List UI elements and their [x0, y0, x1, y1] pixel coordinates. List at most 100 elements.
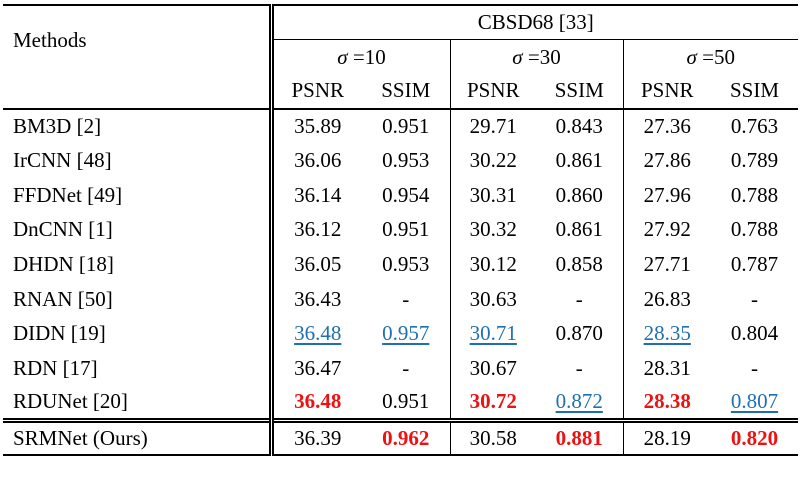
value-cell: 27.36 [623, 109, 711, 144]
metric-value: 0.962 [382, 425, 430, 450]
metric-value: - [402, 286, 410, 311]
value-cell: 0.789 [711, 143, 798, 178]
ours-row: SRMNet (Ours) 36.39 0.962 30.58 0.881 28.19 0.… [3, 417, 799, 456]
value-cell: 27.86 [623, 143, 711, 178]
results-table: Methods CBSD68 [33] σ =10 σ =30 σ =50 PS… [3, 3, 799, 456]
value-cell: 36.48 [271, 386, 362, 421]
value-cell: 35.89 [271, 109, 362, 144]
metric-value: 30.72 [469, 389, 517, 414]
metric-value: 0.861 [555, 217, 603, 242]
methods-header-spacer [3, 74, 274, 110]
table-row: RDN [17] 36.47 - 30.67 - 28.31 - [3, 350, 798, 386]
sigma-header-50: σ =50 [623, 40, 798, 75]
value-cell: - [362, 350, 451, 386]
metric-value: 36.43 [294, 286, 342, 311]
table-row: DIDN [19] 36.48 0.957 30.71 0.870 28.35 0.804 [3, 316, 798, 351]
metric-value: 0.951 [382, 217, 430, 242]
value-cell: 0.787 [711, 247, 798, 282]
value-cell: 28.19 [623, 417, 711, 456]
value-cell: 0.858 [536, 247, 624, 282]
metric-value: 27.92 [643, 217, 691, 242]
metric-value: 36.48 [294, 389, 342, 414]
method-name: IrCNN [48] [3, 143, 274, 178]
value-cell: 36.05 [271, 247, 362, 282]
header-row-sigma: σ =10 σ =30 σ =50 [3, 39, 798, 75]
metric-value: 0.953 [382, 148, 430, 173]
value-cell: 0.870 [536, 316, 624, 351]
method-name: FFDNet [49] [3, 177, 274, 213]
value-cell: 0.962 [362, 417, 451, 456]
metric-value: 0.951 [382, 389, 430, 414]
value-cell: - [536, 281, 624, 317]
metric-value: 28.19 [643, 425, 691, 450]
metric-value: 0.860 [555, 182, 603, 207]
method-name: DnCNN [1] [3, 212, 274, 248]
metric-value: 0.872 [555, 389, 603, 414]
value-cell: 30.72 [450, 386, 536, 421]
metric-value: - [575, 286, 583, 311]
value-cell: 0.881 [536, 417, 624, 456]
value-cell: 0.953 [362, 247, 451, 282]
metric-value: 35.89 [294, 114, 342, 139]
metric-value: 30.22 [469, 148, 517, 173]
value-cell: 0.861 [536, 143, 624, 178]
sigma-header-10: σ =10 [271, 39, 451, 75]
value-cell: 0.872 [536, 385, 624, 421]
metric-value: 36.05 [294, 251, 342, 276]
sigma-symbol: σ [686, 44, 697, 69]
metric-value: 28.38 [643, 389, 691, 414]
value-cell: 29.71 [450, 109, 536, 144]
metric-value: 36.06 [294, 148, 342, 173]
dataset-header: CBSD68 [33] [271, 4, 799, 41]
value-cell: 27.96 [623, 178, 711, 213]
sigma-symbol: σ [512, 44, 523, 69]
value-cell: 30.12 [450, 247, 536, 282]
header-row-metrics: PSNR SSIM PSNR SSIM PSNR SSIM [3, 74, 799, 110]
metric-header: SSIM [362, 74, 451, 110]
table-row: DnCNN [1] 36.12 0.951 30.32 0.861 27.92 0.788 [3, 212, 798, 248]
metric-value: - [402, 355, 410, 380]
sigma-header-30: σ =30 [450, 39, 624, 75]
value-cell: 0.807 [711, 386, 798, 421]
value-cell: 0.957 [362, 316, 451, 351]
metric-value: 0.881 [555, 425, 603, 450]
metric-value: 0.870 [555, 321, 603, 346]
method-name: RDUNet [20] [3, 385, 274, 421]
table-row: FFDNet [49] 36.14 0.954 30.31 0.860 27.96 0.78… [3, 177, 798, 213]
sigma-value: =10 [352, 44, 386, 69]
value-cell: 27.92 [623, 213, 711, 248]
metric-value: 36.14 [294, 182, 342, 207]
metric-value: 0.951 [382, 114, 430, 139]
metric-value: 0.858 [555, 251, 603, 276]
value-cell: 0.820 [711, 417, 799, 456]
metric-value: - [575, 355, 583, 380]
sigma-value: =50 [702, 44, 735, 69]
value-cell: 28.31 [623, 351, 711, 386]
metric-value: 0.861 [555, 148, 603, 173]
table-row: IrCNN [48] 36.06 0.953 30.22 0.861 27.86 0.789 [3, 143, 798, 178]
value-cell: - [711, 351, 798, 386]
value-cell: 28.35 [623, 316, 711, 351]
metric-value: 36.12 [294, 217, 342, 242]
metric-value: 0.804 [730, 321, 779, 346]
method-name: DHDN [18] [3, 247, 274, 282]
metric-value: 0.843 [555, 114, 603, 139]
metric-value: 30.63 [469, 286, 517, 311]
value-cell: 0.843 [536, 108, 624, 144]
metric-value: 27.86 [643, 148, 691, 173]
value-cell: - [711, 282, 798, 317]
value-cell: 30.31 [450, 178, 536, 213]
metric-value: 0.787 [730, 251, 779, 276]
metric-value: 27.96 [643, 182, 691, 207]
value-cell: 0.861 [536, 212, 624, 248]
metric-header: SSIM [536, 74, 624, 110]
value-cell: 30.71 [450, 316, 536, 351]
value-cell: 30.32 [450, 213, 536, 248]
method-name: RDN [17] [3, 350, 274, 386]
metric-value: 0.954 [382, 182, 430, 207]
value-cell: 36.12 [271, 213, 362, 248]
metric-value: 0.763 [730, 114, 779, 139]
metric-value: 29.71 [469, 114, 517, 139]
value-cell: 36.39 [271, 417, 362, 456]
method-name: RNAN [50] [3, 281, 274, 317]
